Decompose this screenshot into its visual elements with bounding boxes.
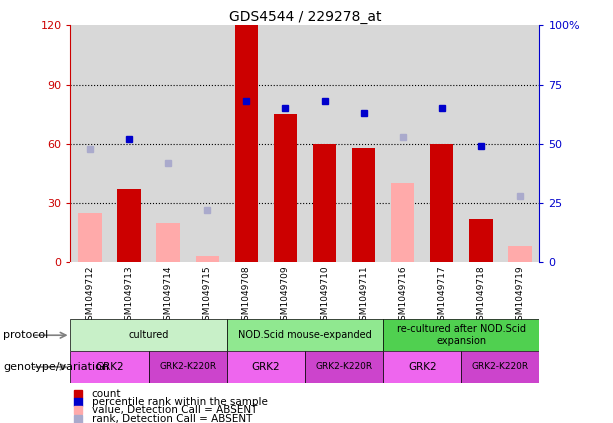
Text: GSM1049719: GSM1049719 (516, 265, 524, 326)
Text: count: count (91, 389, 121, 399)
Bar (149, 351, 227, 383)
Text: GSM1049713: GSM1049713 (124, 265, 134, 326)
Bar (508, 247, 531, 262)
Text: GRK2: GRK2 (95, 362, 124, 372)
Text: GRK2-K220R: GRK2-K220R (159, 363, 216, 371)
Text: GRK2-K220R: GRK2-K220R (316, 363, 373, 371)
Text: GSM1049709: GSM1049709 (281, 265, 290, 326)
Bar (469, 219, 493, 262)
Text: GSM1049718: GSM1049718 (476, 265, 485, 326)
Text: percentile rank within the sample: percentile rank within the sample (91, 397, 267, 407)
Text: value, Detection Call = ABSENT: value, Detection Call = ABSENT (91, 405, 257, 415)
Text: GSM1049717: GSM1049717 (437, 265, 446, 326)
Text: GSM1049714: GSM1049714 (164, 265, 173, 326)
Text: GSM1049712: GSM1049712 (86, 265, 94, 326)
Bar (305, 351, 383, 383)
Bar (352, 148, 375, 262)
Text: GSM1049708: GSM1049708 (242, 265, 251, 326)
Text: GSM1049710: GSM1049710 (320, 265, 329, 326)
Bar (156, 223, 180, 262)
Text: GSM1049715: GSM1049715 (203, 265, 211, 326)
Bar (430, 144, 454, 262)
Text: NOD.Scid mouse-expanded: NOD.Scid mouse-expanded (238, 330, 372, 340)
Text: GSM1049716: GSM1049716 (398, 265, 407, 326)
Bar (70, 351, 149, 383)
Text: GRK2-K220R: GRK2-K220R (472, 363, 529, 371)
Bar (227, 319, 383, 351)
Text: protocol: protocol (3, 330, 48, 340)
Text: GRK2: GRK2 (408, 362, 436, 372)
Bar (70, 319, 227, 351)
Bar (313, 144, 336, 262)
Bar (227, 351, 305, 383)
Bar (462, 351, 539, 383)
Text: re-cultured after NOD.Scid
expansion: re-cultured after NOD.Scid expansion (397, 324, 526, 346)
Bar (274, 114, 297, 262)
Text: genotype/variation: genotype/variation (3, 362, 109, 372)
Bar (391, 183, 414, 262)
Text: GRK2: GRK2 (251, 362, 280, 372)
Title: GDS4544 / 229278_at: GDS4544 / 229278_at (229, 10, 381, 25)
Text: rank, Detection Call = ABSENT: rank, Detection Call = ABSENT (91, 414, 252, 423)
Bar (383, 351, 462, 383)
Bar (383, 319, 539, 351)
Bar (196, 256, 219, 262)
Bar (235, 25, 258, 262)
Bar (118, 189, 141, 262)
Text: cultured: cultured (129, 330, 169, 340)
Text: GSM1049711: GSM1049711 (359, 265, 368, 326)
Bar (78, 213, 102, 262)
